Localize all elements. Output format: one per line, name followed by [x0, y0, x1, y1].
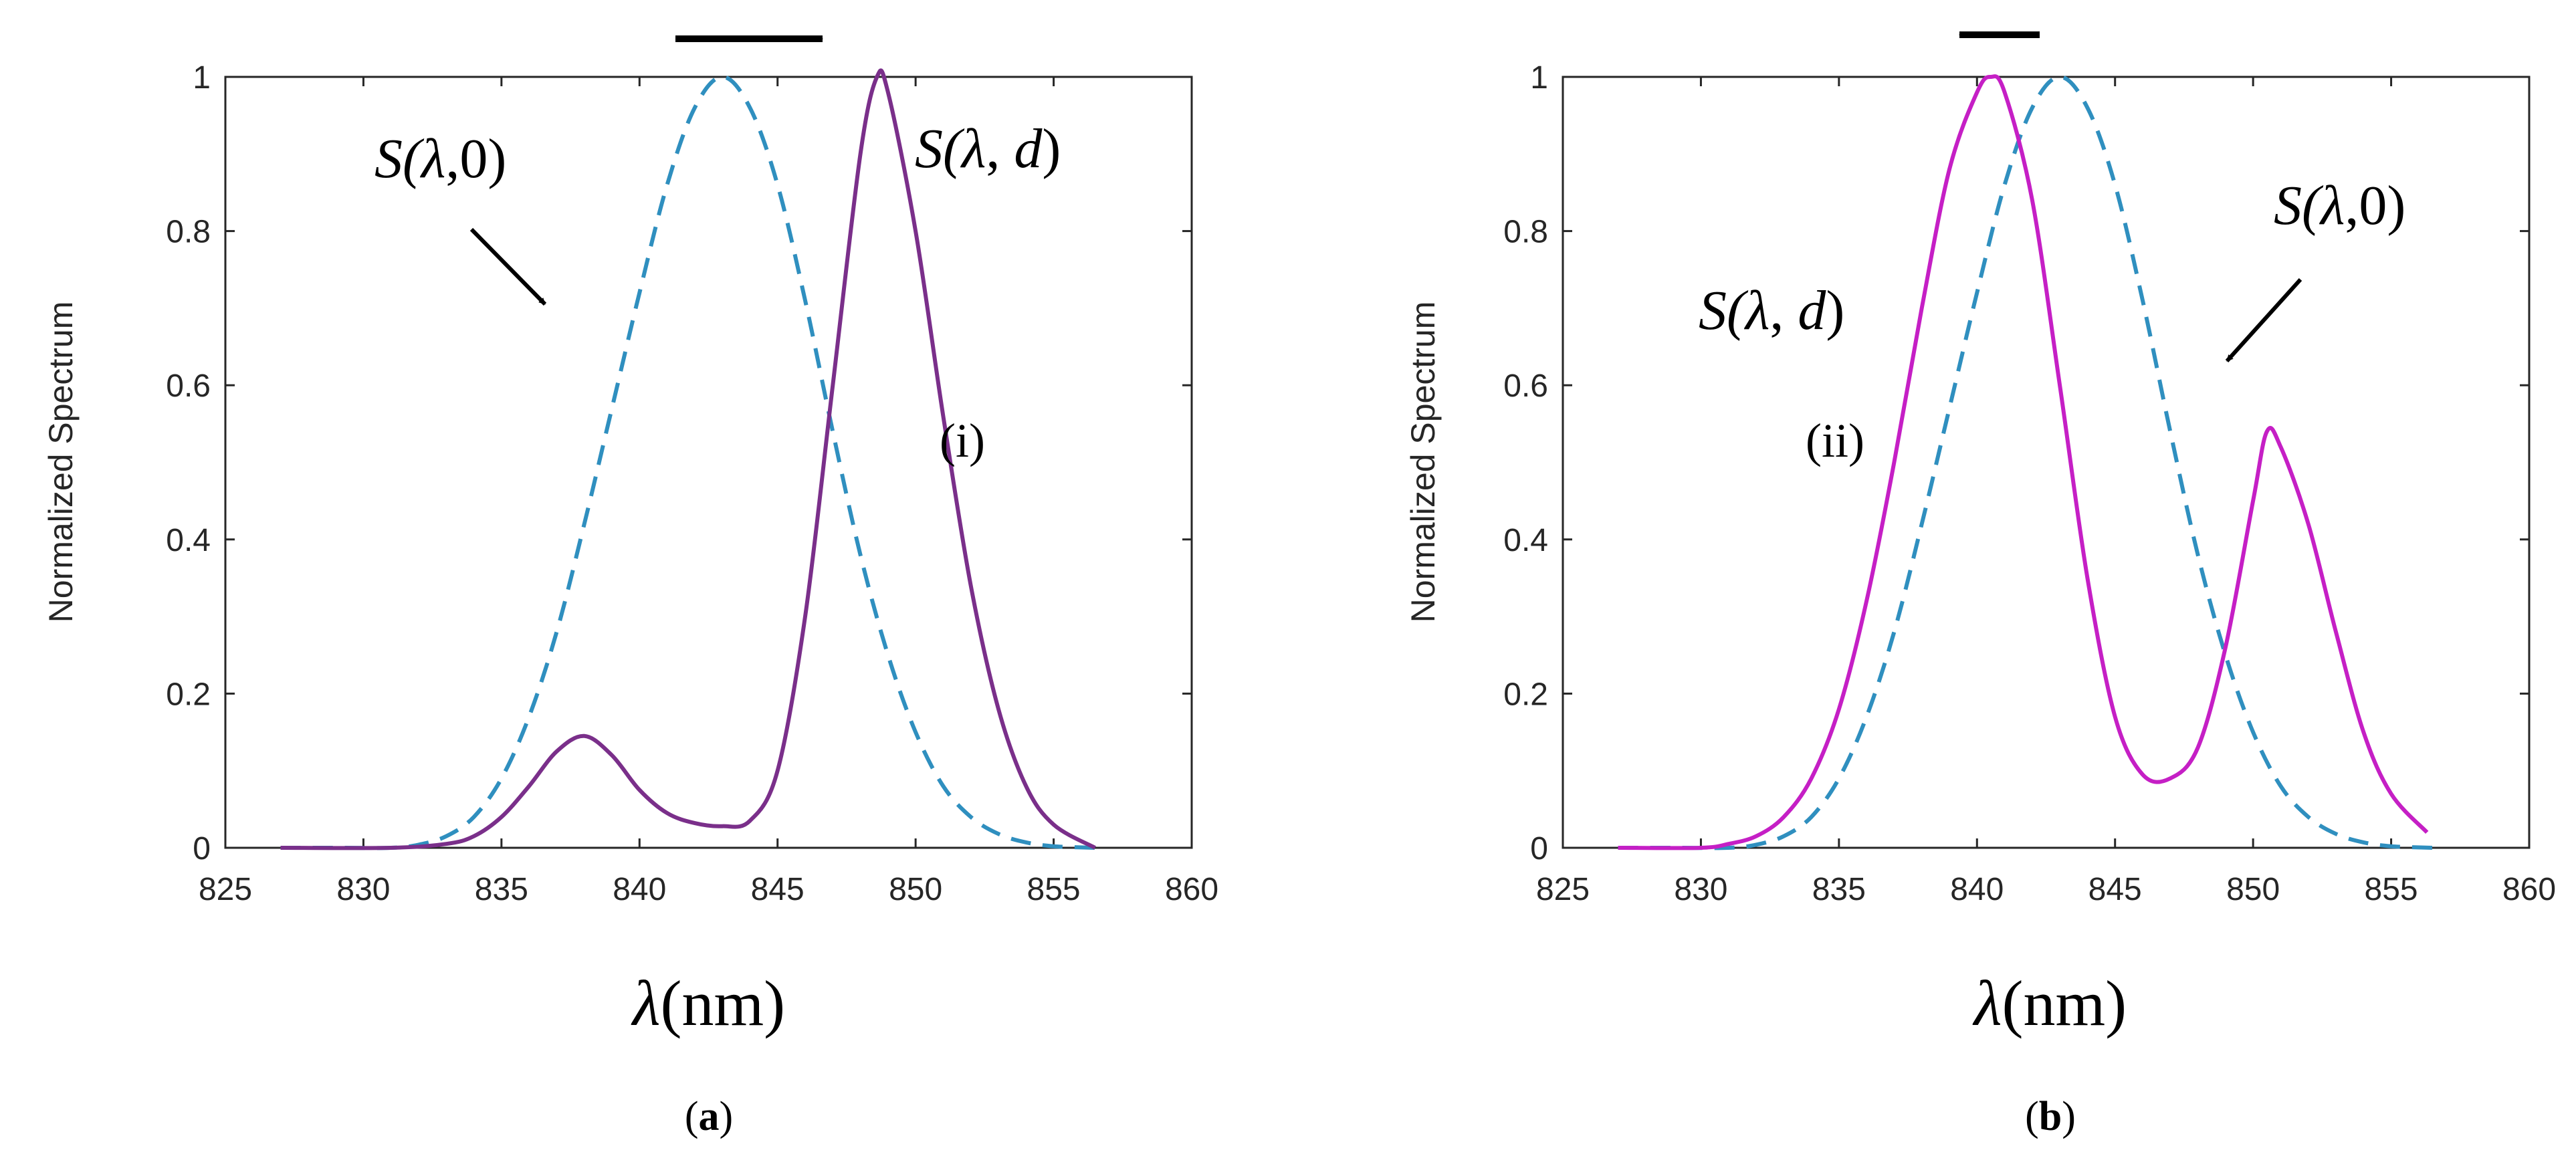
y-tick-label: 1: [193, 60, 211, 96]
x-axis-symbol: λ: [1972, 967, 2002, 1039]
reference-pointer-arrow: [469, 227, 547, 306]
x-tick-label: 855: [2365, 872, 2418, 907]
series-line-reference: [1618, 75, 2433, 850]
panel-label: (a): [685, 1094, 733, 1139]
reference-pointer-arrow: [2225, 277, 2302, 363]
y-tick-label: 0.6: [1503, 368, 1548, 404]
y-tick-label: 0.4: [1503, 523, 1548, 558]
y-tick-label: 0.8: [166, 215, 211, 250]
x-tick-label: 835: [1812, 872, 1866, 907]
axis-ticks: [224, 76, 1193, 849]
annotation-shifted-spectrum: S(λ, d): [1699, 279, 1844, 342]
x-axis-unit: (nm): [2002, 967, 2127, 1039]
x-axis-label: λ(nm): [1972, 967, 2127, 1039]
x-tick-label: 845: [751, 872, 804, 907]
y-tick-label: 0.8: [1503, 215, 1548, 250]
annotation-roman-label: (ii): [1806, 414, 1864, 467]
y-tick-label: 0.2: [1503, 677, 1548, 712]
y-tick-labels: 0 0.2 0.4 0.6 0.8 1: [166, 60, 211, 867]
x-tick-label: 860: [1165, 872, 1218, 907]
annotation-shifted-spectrum: S(λ, d): [915, 118, 1061, 180]
x-tick-label: 840: [613, 872, 666, 907]
chart-panel-a: 825 830 835 840 845 850 855 860 00.20.40.60.81 …: [42, 35, 1218, 1139]
y-axis-label: Normalized Spectrum: [42, 302, 80, 623]
y-tick-label: 0.4: [166, 523, 211, 558]
x-tick-label: 850: [889, 872, 942, 907]
axis-ticks: [1562, 76, 2531, 849]
chart-panel-b: 825 830 835 840 845 850 855 860 00.20.40.60.81 …: [1404, 31, 2556, 1139]
y-axis-label: Normalized Spectrum: [1404, 302, 1442, 623]
y-tick-label: 1: [1530, 60, 1548, 96]
annotation-roman-label: (i): [940, 414, 985, 467]
y-tick-labels: 0 0.2 0.4 0.6 0.8 1: [1503, 60, 1548, 867]
x-tick-label: 825: [199, 872, 252, 907]
x-tick-label: 840: [1950, 872, 2004, 907]
x-tick-label: 850: [2226, 872, 2280, 907]
y-tick-label: 0: [193, 831, 211, 867]
x-tick-label: 830: [336, 872, 390, 907]
annotation-reference-spectrum: S(λ,0): [374, 128, 506, 190]
x-tick-labels: 825 830 835 840 845 850 855 860: [1536, 872, 2556, 907]
y-tick-label: 0.6: [166, 368, 211, 404]
x-axis-symbol: λ: [631, 967, 661, 1039]
plot-frame: [224, 76, 1193, 849]
series-line-shifted: [1618, 74, 2429, 850]
plot-frame: [1562, 76, 2531, 849]
x-tick-label: 860: [2502, 872, 2556, 907]
x-tick-label: 835: [475, 872, 528, 907]
y-tick-label: 0.2: [166, 677, 211, 712]
annotation-reference-spectrum: S(λ,0): [2274, 175, 2405, 237]
series-line-reference: [280, 75, 1095, 850]
x-tick-labels: 825 830 835 840 845 850 855 860: [199, 872, 1218, 907]
x-axis-label: λ(nm): [631, 967, 785, 1039]
x-tick-label: 845: [2088, 872, 2142, 907]
x-tick-label: 855: [1027, 872, 1081, 907]
y-tick-label: 0: [1530, 831, 1548, 867]
x-axis-unit: (nm): [660, 967, 785, 1039]
x-tick-label: 825: [1536, 872, 1590, 907]
series-group: [280, 68, 1096, 850]
series-line-shifted: [280, 68, 1096, 850]
panel-label: (b): [2025, 1094, 2076, 1139]
x-tick-label: 830: [1674, 872, 1727, 907]
series-group: [1618, 74, 2433, 850]
